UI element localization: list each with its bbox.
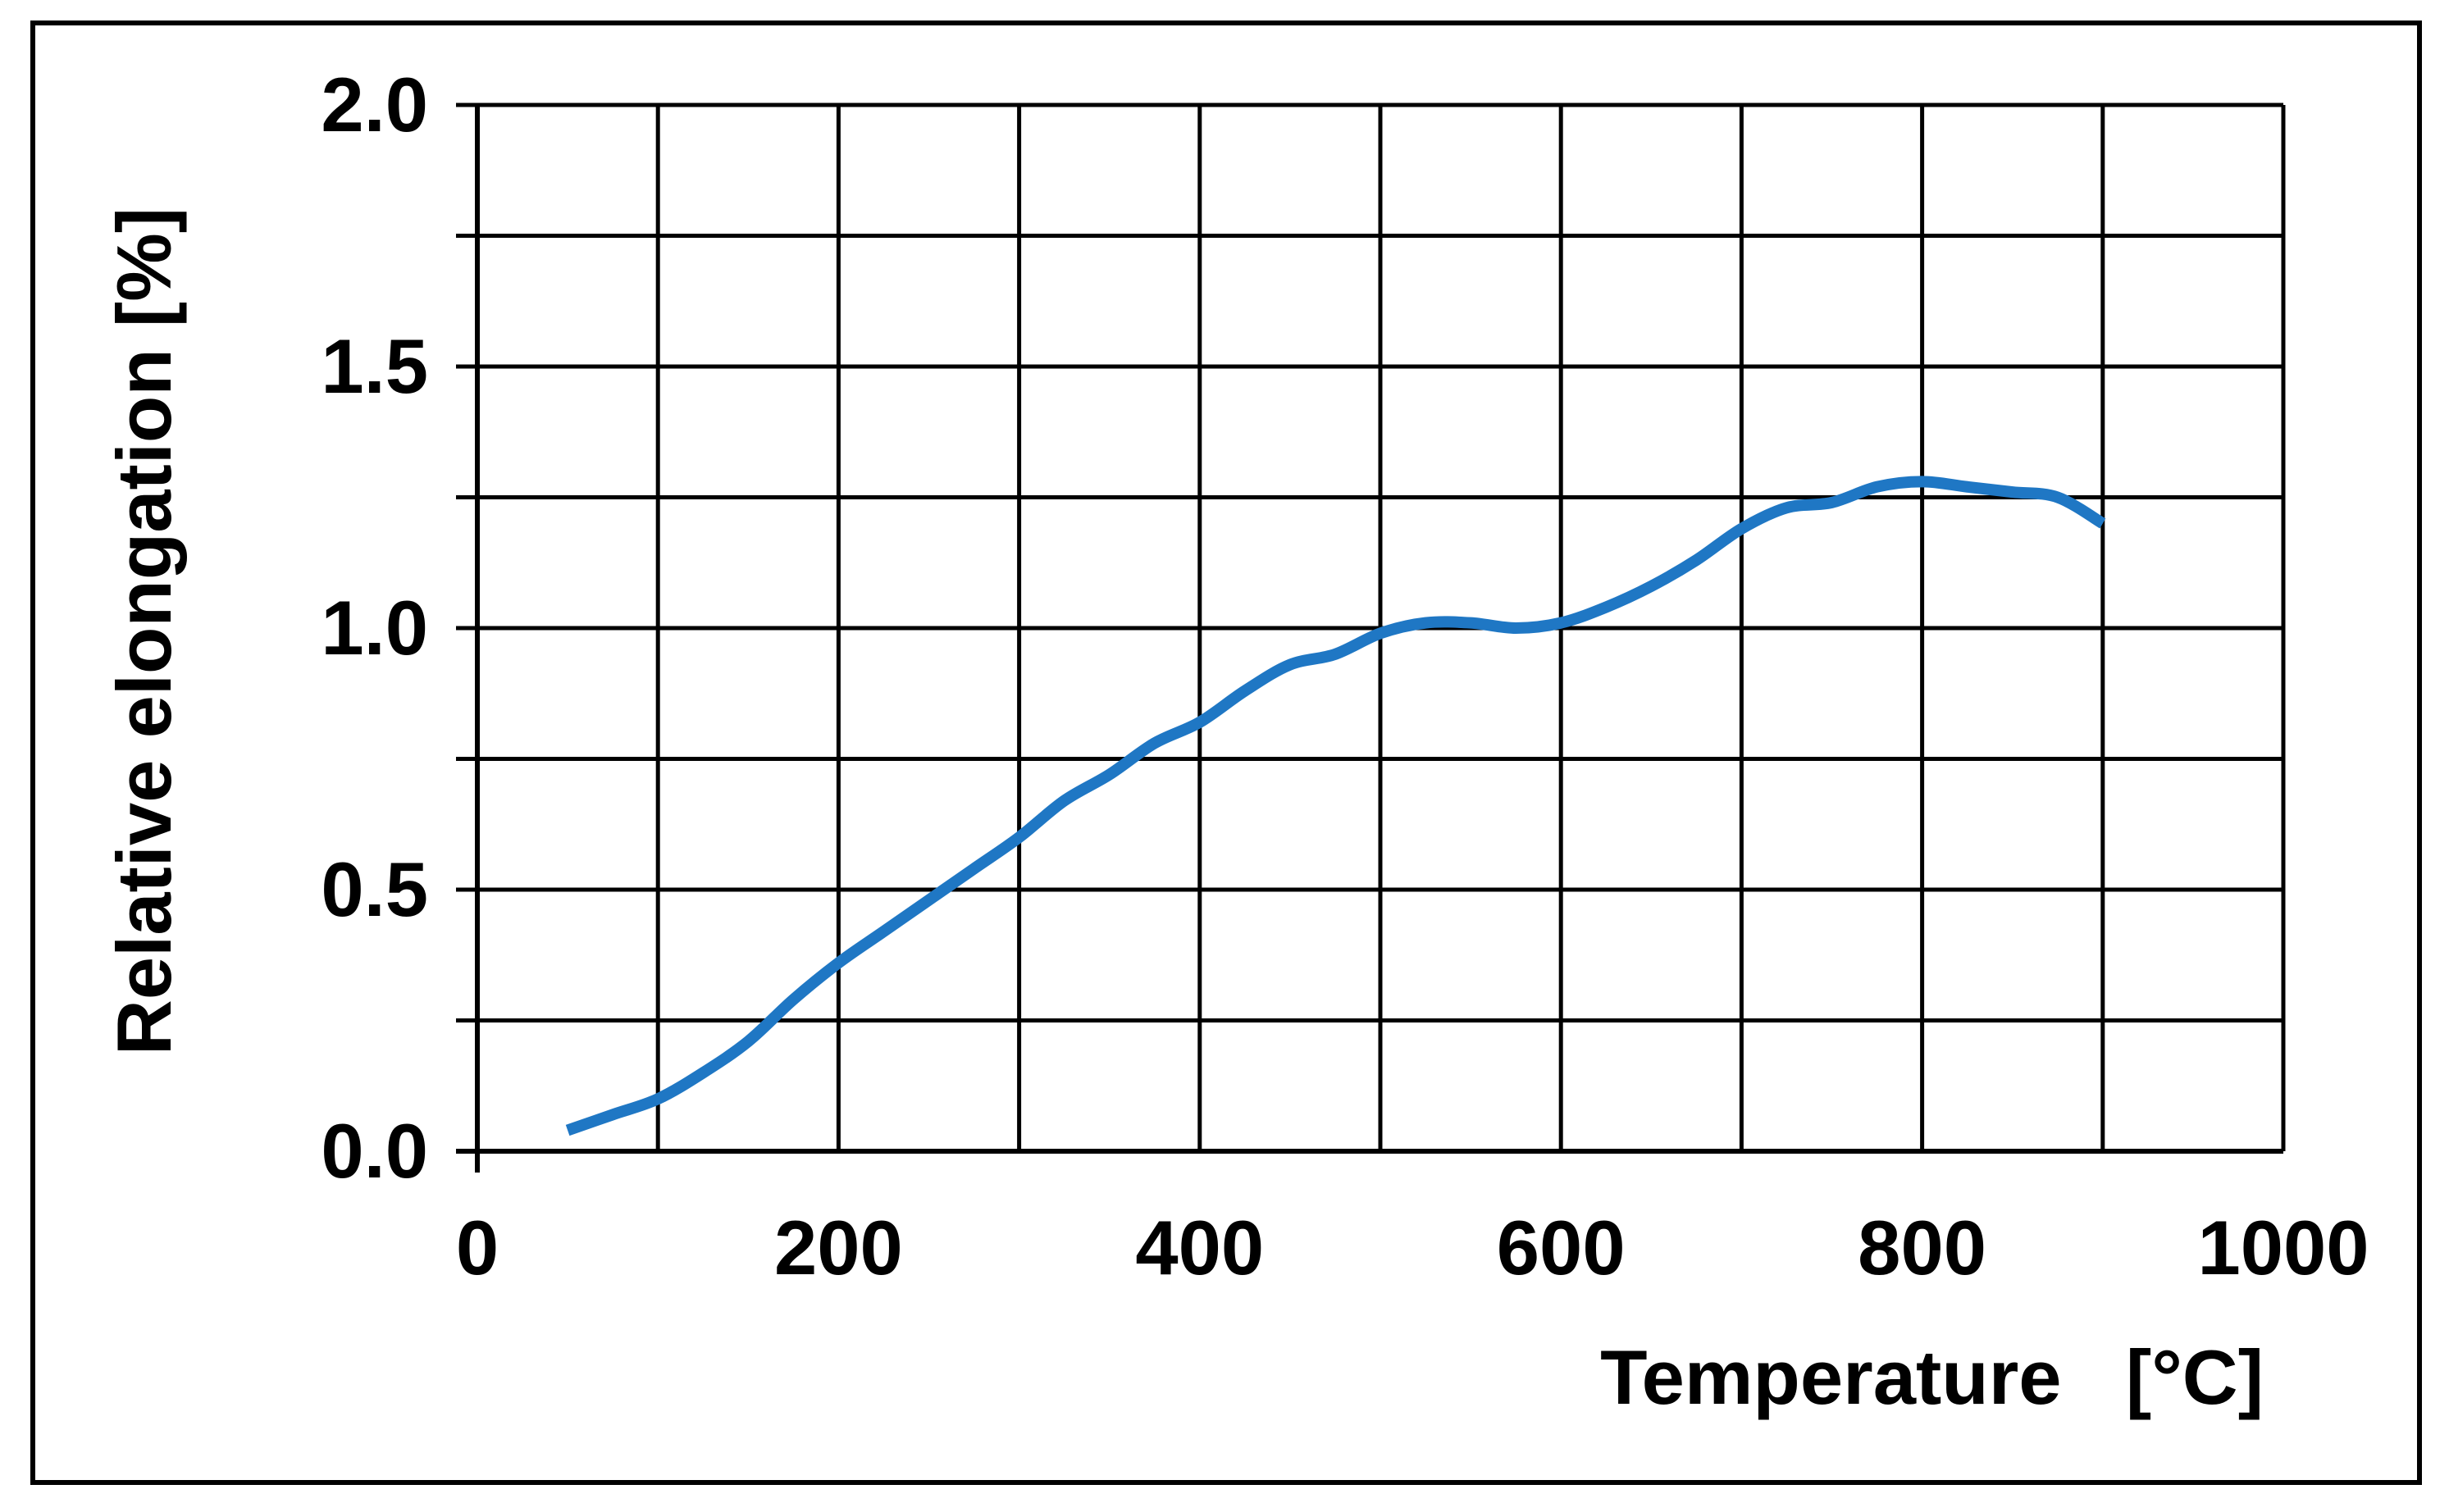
x-tick-label: 1000 (2197, 1205, 2369, 1291)
x-axis-label: Temperature [°C] (1600, 1334, 2264, 1420)
x-tick-label: 600 (1497, 1205, 1626, 1291)
x-tick-label: 800 (1858, 1205, 1986, 1291)
tick-labels: 0.0 0.5 1.0 1.5 2.0 0 200 400 600 800 1000 (321, 61, 2369, 1291)
series (565, 476, 2106, 1136)
y-axis-label: Relative elongation [%] (101, 207, 187, 1055)
x-tick-label: 0 (456, 1205, 499, 1291)
series-line (565, 476, 2106, 1136)
y-tick-label: 1.5 (321, 323, 428, 409)
y-tick-label: 1.0 (321, 585, 428, 671)
grid (456, 102, 2286, 1154)
y-tick-label: 0.5 (321, 846, 428, 932)
y-tick-label: 2.0 (321, 61, 428, 148)
axes (456, 105, 2283, 1173)
y-tick-label: 0.0 (321, 1108, 428, 1194)
x-tick-label: 200 (774, 1205, 903, 1291)
x-tick-label: 400 (1135, 1205, 1264, 1291)
